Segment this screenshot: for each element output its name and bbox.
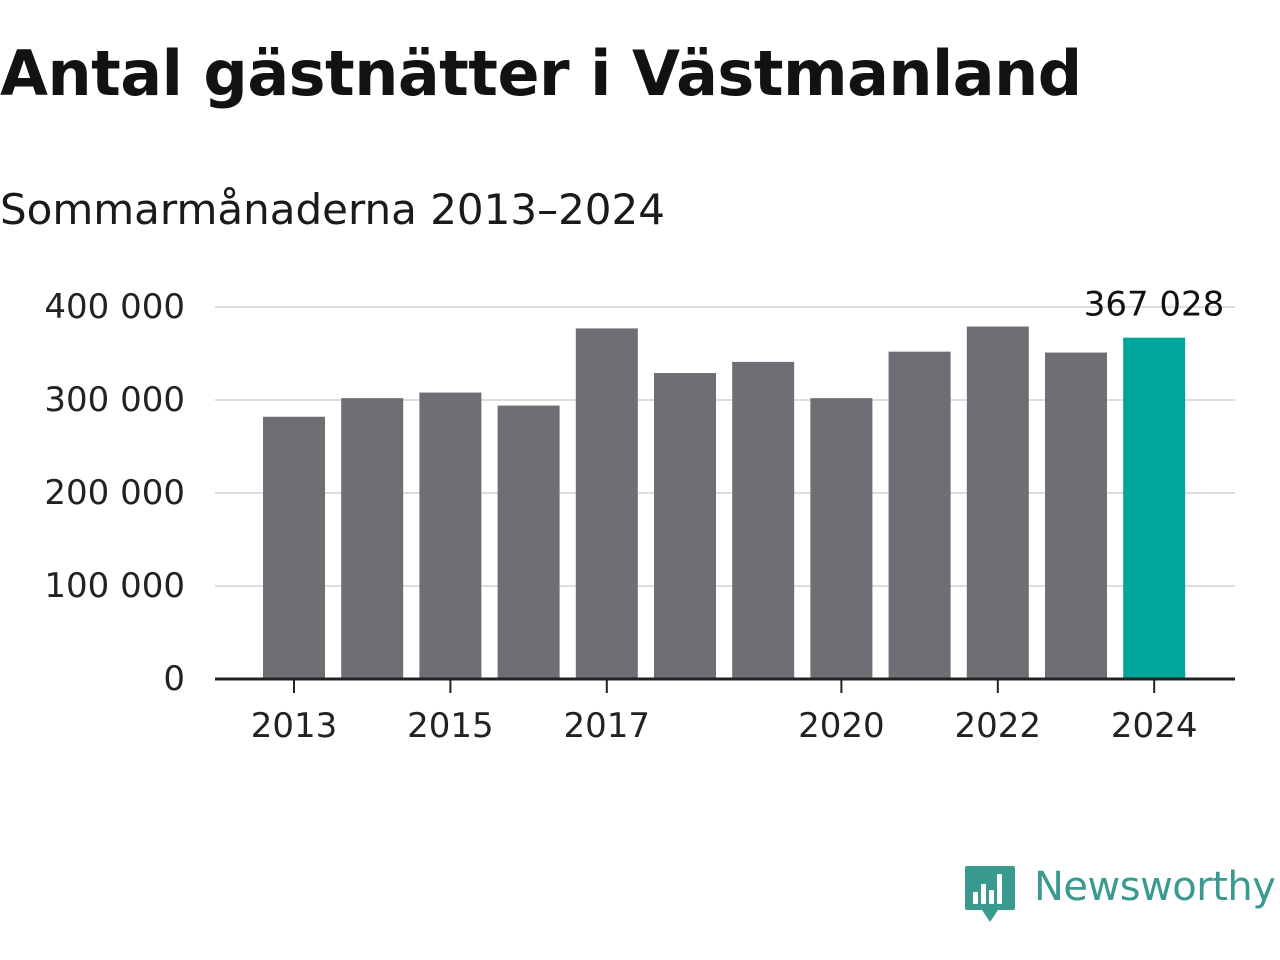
x-tick-label: 2015 xyxy=(407,706,494,746)
x-tick-label: 2020 xyxy=(798,706,885,746)
x-tick-label: 2013 xyxy=(251,706,338,746)
chart-title: Antal gästnätter i Västmanland xyxy=(0,37,1082,110)
bar xyxy=(810,398,873,679)
bar xyxy=(1045,352,1107,679)
x-tick-label: 2024 xyxy=(1111,706,1198,746)
brand-name: Newsworthy xyxy=(1034,864,1276,910)
x-tick-label: 2017 xyxy=(564,706,651,746)
y-tick-label: 0 xyxy=(163,659,185,699)
x-tick-label: 2022 xyxy=(955,706,1042,746)
bar xyxy=(263,416,325,679)
y-tick-label: 400 000 xyxy=(44,287,185,327)
data-label-2024: 367 028 xyxy=(1084,285,1225,325)
bar xyxy=(732,361,795,679)
bar xyxy=(419,392,482,679)
y-tick-label: 100 000 xyxy=(44,566,185,606)
bar xyxy=(654,373,716,679)
bar xyxy=(888,351,951,679)
newsworthy-logo-icon xyxy=(965,866,1015,922)
bar xyxy=(341,398,404,679)
newsworthy-logo: Newsworthy xyxy=(964,862,1276,928)
bar-highlight xyxy=(1123,337,1186,679)
bar xyxy=(497,405,560,679)
bar xyxy=(575,328,638,679)
y-tick-label: 300 000 xyxy=(44,380,185,420)
y-tick-label: 200 000 xyxy=(44,473,185,513)
bar xyxy=(966,326,1029,679)
chart-subtitle: Sommarmånaderna 2013–2024 xyxy=(0,185,665,234)
